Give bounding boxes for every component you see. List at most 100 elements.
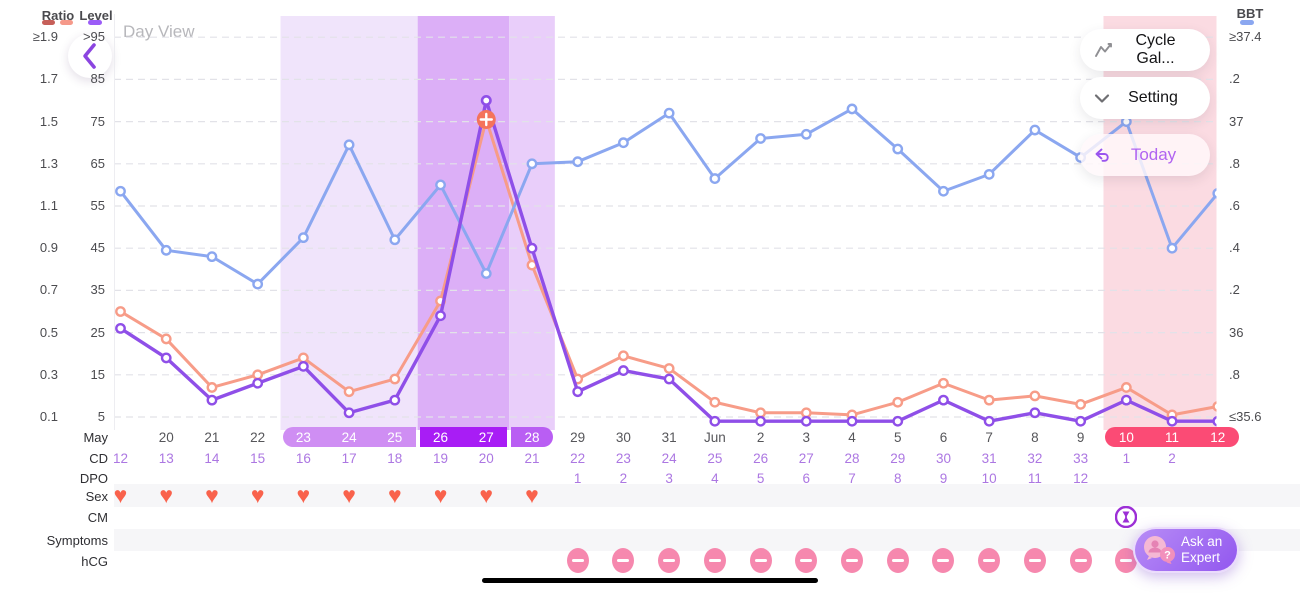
cd-cell: 22 xyxy=(570,451,586,466)
level-tick: >95 xyxy=(82,29,105,45)
level-tick: 75 xyxy=(90,113,105,129)
back-button[interactable] xyxy=(68,34,112,78)
sex-heart-icon[interactable]: ♥ xyxy=(250,482,265,508)
level-dash-icon xyxy=(88,20,102,25)
date-pill xyxy=(511,427,553,447)
ratio-tick: ≥1.9 xyxy=(32,29,58,45)
hcg-negative-icon[interactable] xyxy=(1023,548,1046,573)
expert-chat-icon: ? xyxy=(1141,534,1177,566)
date-cell[interactable]: 31 xyxy=(661,430,677,445)
ratio-tick: 0.5 xyxy=(39,324,58,340)
ratio-tick: 1.1 xyxy=(39,198,58,213)
date-cell[interactable]: 27 xyxy=(478,430,494,445)
date-cell[interactable]: Jun xyxy=(703,430,726,445)
hcg-negative-icon[interactable] xyxy=(978,548,1001,573)
cd-row-label: CD xyxy=(89,451,108,466)
date-cell[interactable]: 4 xyxy=(848,430,856,445)
date-cell[interactable]: 5 xyxy=(893,430,902,445)
ratio-tick: 0.3 xyxy=(39,366,58,382)
bbt-tick: 36 xyxy=(1229,324,1244,340)
dpo-cell: 6 xyxy=(802,471,811,486)
sex-heart-icon[interactable]: ♥ xyxy=(296,482,311,508)
bbt-tick: 37 xyxy=(1229,113,1244,129)
date-cell[interactable]: 2 xyxy=(756,430,765,445)
level-tick: 35 xyxy=(90,282,105,298)
hcg-negative-icon[interactable] xyxy=(841,548,864,573)
cd-cell: 12 xyxy=(112,451,129,466)
hcg-negative-icon[interactable] xyxy=(932,548,955,573)
setting-label: Setting xyxy=(1128,89,1178,106)
date-cell[interactable]: 30 xyxy=(615,430,631,445)
date-cell[interactable]: 20 xyxy=(158,430,174,445)
cd-cell: 18 xyxy=(387,451,403,466)
hcg-negative-icon[interactable] xyxy=(1069,548,1092,573)
sex-heart-icon[interactable]: ♥ xyxy=(387,482,402,508)
date-cell[interactable]: 23 xyxy=(295,430,311,445)
cm-eggwhite-icon[interactable] xyxy=(1115,505,1138,533)
cd-cell: 23 xyxy=(615,451,631,466)
sex-heart-icon[interactable]: ♥ xyxy=(113,482,128,508)
undo-arrow-icon xyxy=(1094,148,1111,163)
date-cell[interactable]: 12 xyxy=(1210,430,1226,445)
date-cell[interactable]: 26 xyxy=(433,430,449,445)
date-cell[interactable]: 29 xyxy=(570,430,586,445)
band-fertile-end xyxy=(509,16,555,430)
dpo-cell: 5 xyxy=(756,471,765,486)
dpo-row-label: DPO xyxy=(79,471,108,486)
sex-heart-icon[interactable]: ♥ xyxy=(205,482,219,508)
today-button[interactable]: Today xyxy=(1080,134,1210,176)
bbt-tick: .4 xyxy=(1229,240,1240,256)
sex-heart-icon[interactable]: ♥ xyxy=(433,482,448,508)
home-indicator[interactable] xyxy=(482,578,818,583)
date-cell[interactable]: 9 xyxy=(1076,430,1085,445)
dpo-cell: 3 xyxy=(665,471,673,486)
hcg-negative-icon[interactable] xyxy=(795,548,818,573)
sex-heart-icon[interactable]: ♥ xyxy=(159,482,174,508)
cycle-gallery-label: Cycle Gal... xyxy=(1135,32,1176,67)
cycle-gallery-button[interactable]: Cycle Gal... xyxy=(1080,29,1210,71)
bbt-tick: .8 xyxy=(1229,366,1240,382)
hcg-negative-icon[interactable] xyxy=(749,548,772,573)
band-peak-days xyxy=(417,16,510,430)
date-cell[interactable]: 21 xyxy=(204,430,220,445)
bbt-tick: .2 xyxy=(1229,71,1240,87)
sex-heart-icon[interactable]: ♥ xyxy=(479,482,494,508)
date-pill xyxy=(419,427,508,447)
dpo-cell: 9 xyxy=(939,471,948,486)
cd-cell: 29 xyxy=(890,451,906,466)
date-cell[interactable]: 3 xyxy=(802,430,811,445)
hcg-negative-icon[interactable] xyxy=(658,548,681,573)
ratio-legend-label: Ratio xyxy=(41,8,75,23)
date-cell[interactable]: 28 xyxy=(524,430,540,445)
setting-button[interactable]: Setting xyxy=(1080,77,1210,119)
sex-row-label: Sex xyxy=(85,489,108,504)
hcg-negative-icon[interactable] xyxy=(886,548,909,573)
date-cell[interactable]: 11 xyxy=(1165,430,1180,445)
hcg-negative-icon[interactable] xyxy=(703,548,726,573)
ask-expert-button[interactable]: ? Ask an Expert xyxy=(1133,527,1239,573)
line-chart-icon xyxy=(1094,42,1115,59)
date-cell[interactable]: 8 xyxy=(1031,430,1039,445)
date-cell[interactable]: 24 xyxy=(341,430,357,445)
date-cell[interactable]: 22 xyxy=(250,430,266,445)
date-cell[interactable]: 7 xyxy=(985,430,993,445)
cd-cell: 30 xyxy=(935,451,951,466)
date-cell[interactable]: 25 xyxy=(387,430,403,445)
sex-heart-icon[interactable]: ♥ xyxy=(525,482,539,508)
sex-heart-icon[interactable]: ♥ xyxy=(342,482,356,508)
hcg-negative-icon[interactable] xyxy=(612,548,635,573)
date-cell[interactable]: 6 xyxy=(939,430,948,445)
date-pill xyxy=(1105,427,1239,447)
ratio-tick: 0.1 xyxy=(39,409,58,424)
hcg-negative-icon[interactable] xyxy=(566,548,589,573)
hcg-negative-icon[interactable] xyxy=(1115,548,1138,573)
level-tick: 45 xyxy=(90,240,105,256)
hcg-row-label: hCG xyxy=(81,554,108,569)
ratio-tick: 1.7 xyxy=(39,71,58,87)
cd-cell: 31 xyxy=(981,451,997,466)
month-row-label: May xyxy=(83,430,108,445)
svg-text:?: ? xyxy=(1164,550,1171,562)
date-cell[interactable]: 10 xyxy=(1118,430,1134,445)
